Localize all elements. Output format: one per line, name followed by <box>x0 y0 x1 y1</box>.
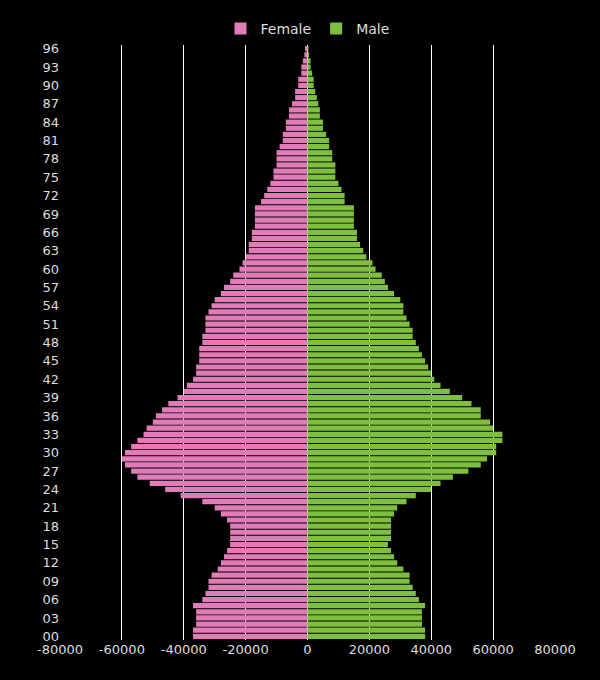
svg-text:-80000: -80000 <box>37 642 83 657</box>
svg-text:36: 36 <box>42 409 59 424</box>
svg-text:39: 39 <box>42 390 59 405</box>
svg-text:30: 30 <box>42 445 59 460</box>
svg-text:00: 00 <box>42 629 59 644</box>
svg-text:66: 66 <box>42 225 59 240</box>
svg-text:87: 87 <box>42 96 59 111</box>
svg-text:Male: Male <box>356 21 389 37</box>
svg-text:40000: 40000 <box>411 642 452 657</box>
svg-text:93: 93 <box>42 60 59 75</box>
svg-text:90: 90 <box>42 78 59 93</box>
svg-text:-20000: -20000 <box>223 642 269 657</box>
svg-text:24: 24 <box>42 482 59 497</box>
svg-text:57: 57 <box>42 280 59 295</box>
svg-text:03: 03 <box>42 611 59 626</box>
svg-text:54: 54 <box>42 298 59 313</box>
svg-text:42: 42 <box>42 372 59 387</box>
svg-text:72: 72 <box>42 188 59 203</box>
svg-text:27: 27 <box>42 464 59 479</box>
svg-text:51: 51 <box>42 317 59 332</box>
svg-text:48: 48 <box>42 335 59 350</box>
svg-text:33: 33 <box>42 427 59 442</box>
svg-text:15: 15 <box>42 537 59 552</box>
svg-text:-60000: -60000 <box>99 642 145 657</box>
svg-text:Female: Female <box>261 21 312 37</box>
svg-text:12: 12 <box>42 555 59 570</box>
svg-text:69: 69 <box>42 207 59 222</box>
svg-text:0: 0 <box>303 642 311 657</box>
svg-text:81: 81 <box>42 133 59 148</box>
svg-text:78: 78 <box>42 151 59 166</box>
svg-text:60000: 60000 <box>472 642 513 657</box>
svg-text:63: 63 <box>42 243 59 258</box>
svg-text:45: 45 <box>42 353 59 368</box>
svg-text:20000: 20000 <box>349 642 390 657</box>
svg-text:75: 75 <box>42 170 59 185</box>
svg-text:21: 21 <box>42 500 59 515</box>
svg-text:18: 18 <box>42 519 59 534</box>
svg-text:-40000: -40000 <box>161 642 207 657</box>
svg-text:96: 96 <box>42 41 59 56</box>
svg-text:60: 60 <box>42 262 59 277</box>
svg-text:80000: 80000 <box>534 642 575 657</box>
svg-text:06: 06 <box>42 592 59 607</box>
svg-text:84: 84 <box>42 115 59 130</box>
svg-text:09: 09 <box>42 574 59 589</box>
